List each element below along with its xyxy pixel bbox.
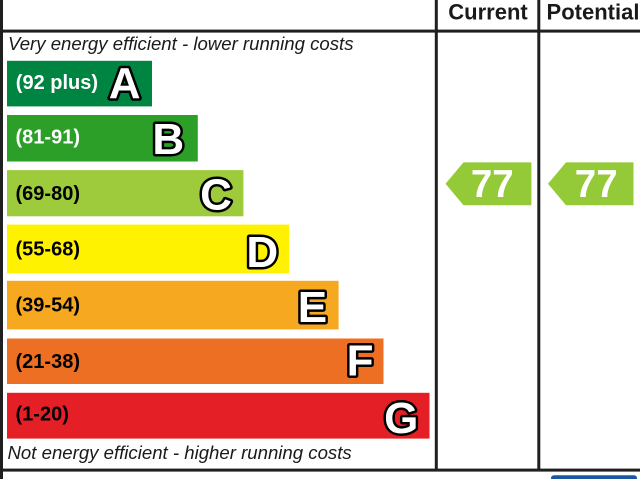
svg-text:Not energy efficient - higher: Not energy efficient - higher running co… [8,442,352,463]
svg-text:G: G [384,394,418,443]
svg-text:(92 plus): (92 plus) [16,72,98,94]
svg-text:Potential: Potential [547,0,640,25]
svg-text:77: 77 [575,163,618,206]
svg-text:B: B [152,115,184,164]
svg-text:D: D [246,228,278,277]
svg-text:77: 77 [471,163,514,206]
svg-text:A: A [109,59,141,108]
svg-text:F: F [347,336,374,385]
svg-text:E: E [298,283,327,332]
svg-text:C: C [200,170,232,219]
svg-text:(1-20): (1-20) [16,404,69,426]
svg-text:(81-91): (81-91) [16,126,80,148]
svg-text:Current: Current [448,0,528,25]
svg-text:(39-54): (39-54) [16,295,80,317]
svg-text:Very energy efficient - lower: Very energy efficient - lower running co… [8,33,354,54]
svg-text:(21-38): (21-38) [16,351,80,373]
svg-text:(69-80): (69-80) [16,183,80,205]
svg-text:(55-68): (55-68) [16,238,80,260]
